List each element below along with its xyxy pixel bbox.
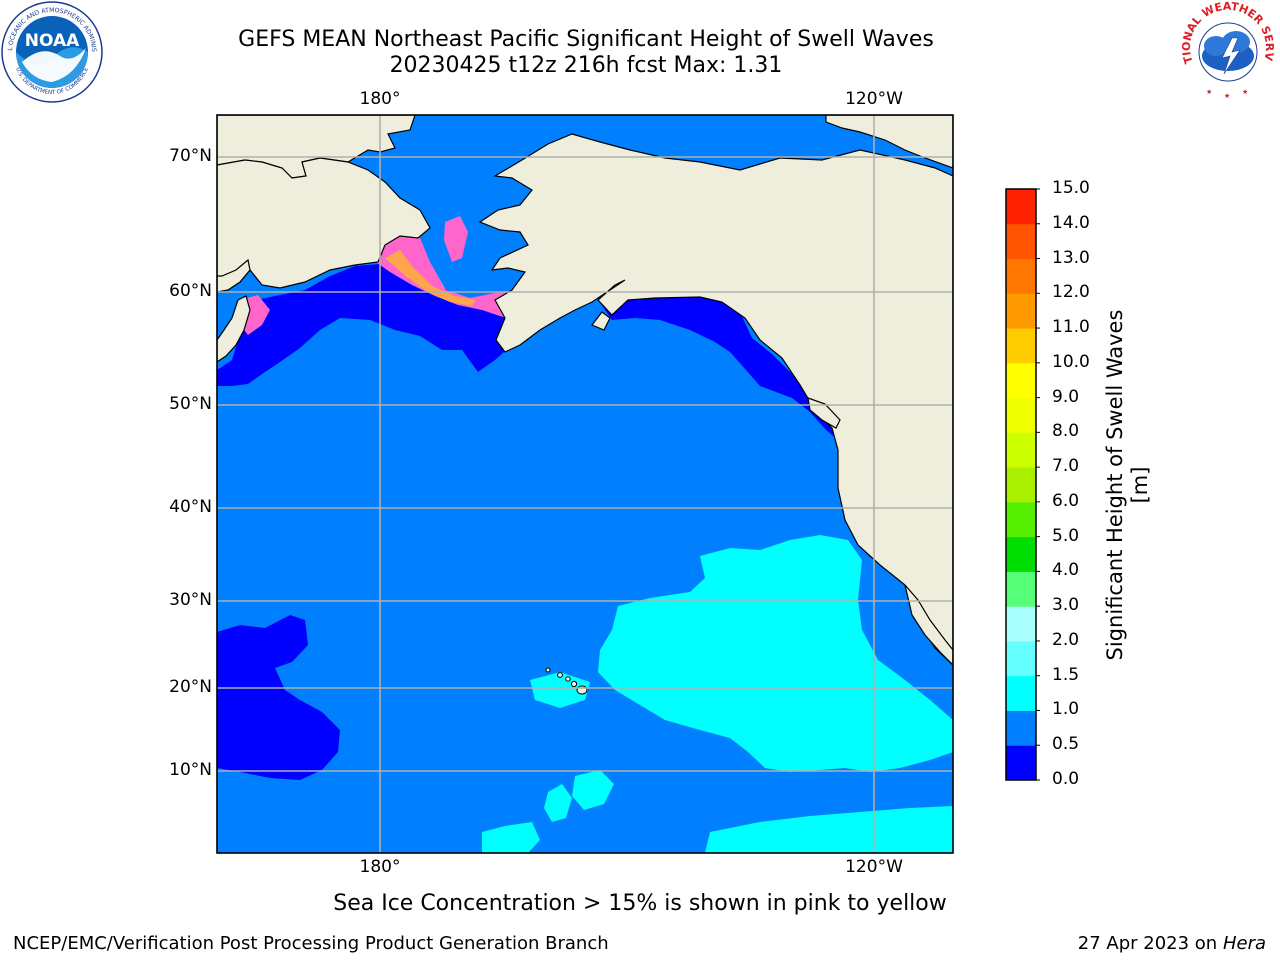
sea-ice-edge-orange <box>385 250 476 306</box>
svg-text:★: ★ <box>1224 92 1230 100</box>
lon-label-bottom-180: 180° <box>359 857 401 877</box>
map-title: GEFS MEAN Northeast Pacific Significant … <box>238 27 934 52</box>
colorbar-segment <box>1006 501 1036 538</box>
high-swell-region-patch-3 <box>482 822 540 853</box>
noaa-logo: NATIONAL OCEANIC AND ATMOSPHERIC ADMINIS… <box>0 0 103 103</box>
land-kamchatka-peninsula <box>217 295 251 363</box>
land-chukotka <box>217 157 431 293</box>
colorbar-tick-label: 9.0 <box>1052 386 1080 407</box>
lat-label-60n: 60°N <box>169 281 212 301</box>
land-alaska-canada <box>478 133 953 666</box>
low-swell-region-southwest <box>217 615 340 780</box>
colorbar-tick-label: 0.5 <box>1052 734 1080 755</box>
svg-text:★: ★ <box>1242 88 1248 96</box>
colorbar-tick-label: 15.0 <box>1052 178 1090 198</box>
colorbar-segment <box>1006 258 1036 294</box>
colorbar-tick-label: 14.0 <box>1052 212 1090 233</box>
high-swell-region-hawaii <box>530 672 590 708</box>
land-kamchatka <box>217 258 251 293</box>
high-swell-region-patch-2 <box>572 770 614 810</box>
noaa-wordmark: NOAA <box>25 31 80 51</box>
colorbar-tick-label: 13.0 <box>1052 247 1090 268</box>
lat-label-40n: 40°N <box>169 497 212 517</box>
colorbar-tick-label: 8.0 <box>1052 421 1080 442</box>
lon-label-bottom-120w: 120°W <box>845 857 903 877</box>
run-machine: Hera <box>1222 933 1266 954</box>
colorbar-tick-label: 1.0 <box>1052 699 1080 720</box>
colorbar-segment <box>1006 293 1036 329</box>
sea-ice-norton <box>444 216 468 262</box>
lat-label-70n: 70°N <box>169 146 212 166</box>
run-info: 27 Apr 2023 on Hera <box>1078 933 1266 954</box>
land-baja <box>904 584 953 666</box>
colorbar-segment <box>1006 467 1036 503</box>
colorbar-segment <box>1006 536 1036 572</box>
gridlines <box>217 115 953 853</box>
lon-label-top-120w: 120°W <box>845 89 903 109</box>
sea-ice-note: Sea Ice Concentration > 15% is shown in … <box>333 891 947 916</box>
colorbar-segment <box>1006 362 1036 399</box>
colorbar-frame <box>1005 188 1037 781</box>
run-date: 27 Apr 2023 on <box>1077 933 1223 954</box>
colorbar-tick-label: 4.0 <box>1052 560 1080 581</box>
lat-label-20n: 20°N <box>169 677 212 697</box>
colorbar-segment <box>1006 710 1036 746</box>
credit-text: NCEP/EMC/Verification Post Processing Pr… <box>13 933 609 954</box>
map-frame <box>216 114 954 854</box>
colorbar-segment <box>1006 606 1036 642</box>
land-kodiak <box>591 311 611 331</box>
colorbar-tick-label: 1.5 <box>1052 664 1080 685</box>
lon-label-top-180: 180° <box>359 89 401 109</box>
colorbar-segment <box>1006 223 1036 260</box>
colorbar-segment <box>1006 571 1036 607</box>
colorbar-segment <box>1006 397 1036 433</box>
high-swell-region-patch-1 <box>544 784 572 822</box>
colorbar-tick-label: 0.0 <box>1052 769 1080 789</box>
lat-label-30n: 30°N <box>169 590 212 610</box>
colorbar-tick-label: 7.0 <box>1052 456 1080 477</box>
colorbar-tick-label: 3.0 <box>1052 595 1080 616</box>
colorbar-tick-label: 10.0 <box>1052 351 1090 372</box>
low-swell-region-gulf-of-alaska <box>598 294 838 440</box>
colorbar-segment <box>1006 640 1036 677</box>
lat-label-10n: 10°N <box>169 760 212 780</box>
land-arctic-islands <box>825 115 953 169</box>
colorbar-segment <box>1006 432 1036 468</box>
colorbar <box>1005 188 1040 781</box>
nws-logo: NATIONAL WEATHER SERVICE ★ ★ ★ <box>1176 0 1278 102</box>
colorbar-tick-label: 5.0 <box>1052 525 1080 546</box>
colorbar-tick-label: 12.0 <box>1052 282 1090 303</box>
lat-label-50n: 50°N <box>169 394 212 414</box>
colorbar-segment <box>1006 189 1036 225</box>
colorbar-segment <box>1006 328 1036 364</box>
colorbar-segment <box>1006 745 1036 781</box>
high-swell-region-south <box>705 806 953 853</box>
low-swell-region-bering <box>217 264 560 386</box>
colorbar-segment <box>1006 675 1036 711</box>
colorbar-tick-label: 11.0 <box>1052 317 1090 338</box>
svg-text:★: ★ <box>1206 88 1212 96</box>
map-subtitle: 20230425 t12z 216h fcst Max: 1.31 <box>389 53 783 78</box>
colorbar-tick-label: 6.0 <box>1052 490 1080 511</box>
colorbar-tick-label: 2.0 <box>1052 629 1080 650</box>
colorbar-label: Significant Height of Swell Waves [m] <box>1103 309 1152 661</box>
high-swell-region-central <box>598 535 953 772</box>
